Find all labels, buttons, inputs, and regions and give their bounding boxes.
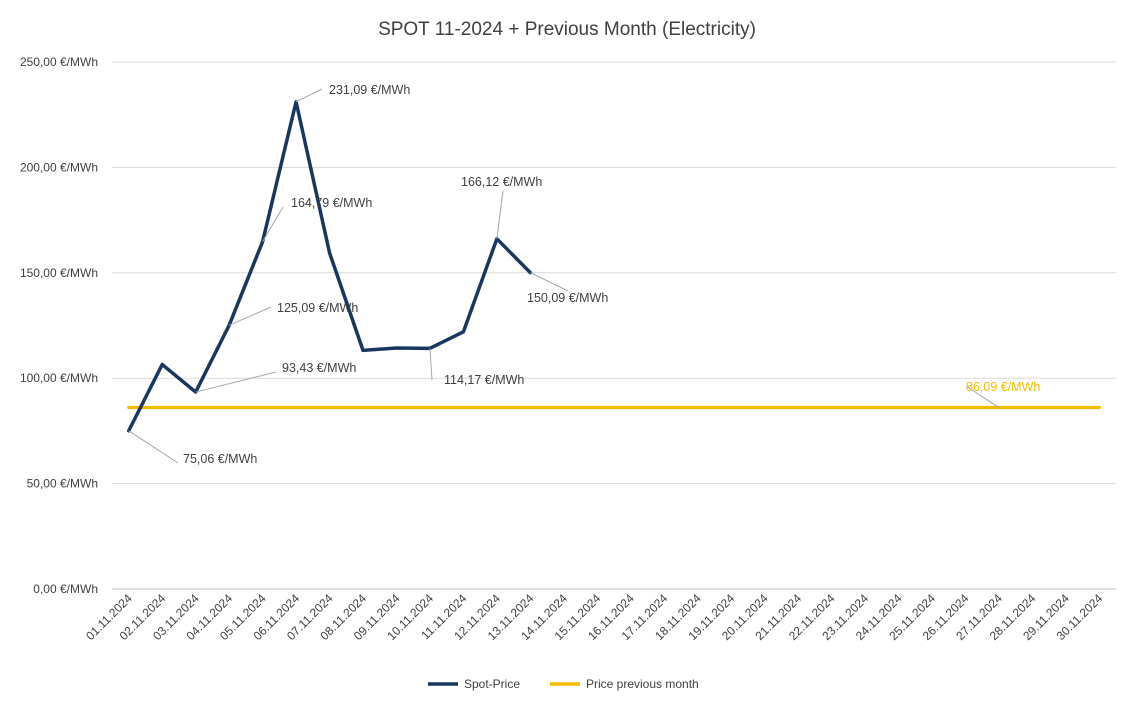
data-label-leader <box>195 371 277 393</box>
y-axis-ticks: 0,00 €/MWh 50,00 €/MWh 100,00 €/MWh 150,00 … <box>20 55 98 596</box>
y-tick-label: 100,00 €/MWh <box>20 371 98 385</box>
legend-label-price-previous-month: Price previous month <box>586 677 699 691</box>
legend-label-spot-price: Spot-Price <box>464 677 520 691</box>
data-label-leader <box>295 88 323 103</box>
data-label: 125,09 €/MWh <box>277 301 358 315</box>
y-tick-label: 150,00 €/MWh <box>20 266 98 280</box>
data-label: 150,09 €/MWh <box>527 291 608 305</box>
legend: Spot-Price Price previous month <box>428 677 699 691</box>
data-label: 114,17 €/MWh <box>444 373 524 387</box>
series-lines <box>126 100 1101 433</box>
data-label-leader <box>128 430 179 464</box>
y-tick-label: 0,00 €/MWh <box>33 582 98 596</box>
chart-title: SPOT 11-2024 + Previous Month (Electrici… <box>378 19 756 40</box>
data-label-leader <box>496 190 504 239</box>
data-label-leader <box>262 206 284 242</box>
x-axis-ticks: 01.11.202402.11.202403.11.202404.11.2024… <box>83 591 1106 643</box>
data-label-leader <box>965 385 1000 408</box>
y-tick-label: 50,00 €/MWh <box>27 477 98 491</box>
data-label-leader <box>429 348 433 381</box>
data-label: 93,43 €/MWh <box>282 361 356 375</box>
data-label: 166,12 €/MWh <box>461 175 542 189</box>
data-label: 164,79 €/MWh <box>291 196 372 210</box>
y-tick-label: 250,00 €/MWh <box>20 55 98 69</box>
data-label: 86,09 €/MWh <box>966 380 1040 394</box>
data-labels: 75,06 €/MWh 93,43 €/MWh 125,09 €/MWh 164,79… <box>128 83 1040 466</box>
data-label-leader <box>530 272 569 292</box>
data-label: 231,09 €/MWh <box>329 83 410 97</box>
data-label: 75,06 €/MWh <box>183 452 257 466</box>
data-label-leader <box>228 306 272 326</box>
grid-lines <box>112 61 1116 590</box>
y-tick-label: 200,00 €/MWh <box>20 160 98 174</box>
